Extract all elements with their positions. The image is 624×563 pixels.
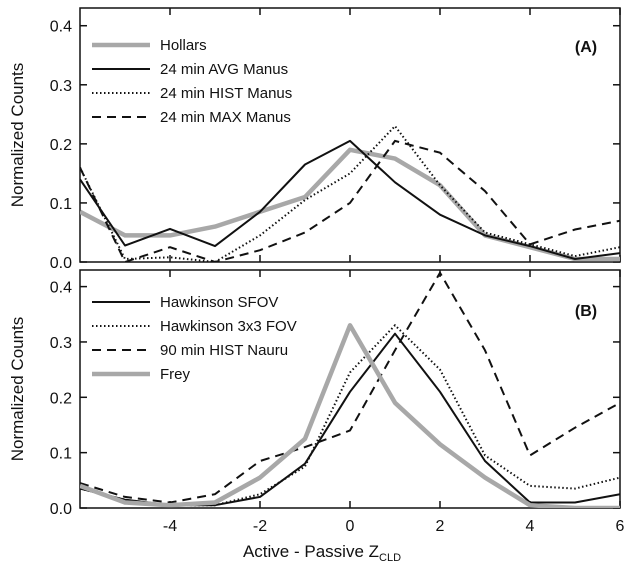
x-axis-label: Active - Passive ZCLD [243, 542, 401, 563]
x-tick-label: 0 [346, 518, 355, 535]
legend-label: Frey [160, 366, 191, 383]
x-tick-label: -2 [253, 518, 267, 535]
series-line-24-min-avg-manus [80, 139, 620, 260]
x-tick-label: 6 [616, 518, 624, 535]
legend-label: 90 min HIST Nauru [160, 342, 288, 359]
y-tick-label: 0.2 [50, 137, 72, 154]
panel-label: (A) [575, 39, 597, 56]
y-axis-label: Normalized Counts [8, 317, 27, 462]
y-tick-label: 0.4 [50, 19, 72, 36]
y-tick-label: 0.1 [50, 196, 72, 213]
panel-b: 0.0 0.1 0.2 0.3 0.4 -4 -2 0 2 4 6 Normalized Counts… [8, 269, 624, 535]
y-tick-label: 0.1 [50, 446, 72, 463]
x-tick-label: 4 [526, 518, 535, 535]
legend-label: Hollars [160, 37, 207, 54]
series-line-frey [80, 323, 620, 508]
y-tick-label: 0.0 [50, 255, 72, 272]
x-axis-label-main: Active - Passive Z [243, 542, 379, 561]
series-line-hollars [80, 147, 620, 262]
series-line-hawkinson-sfov [80, 332, 620, 507]
legend-label: 24 min AVG Manus [160, 61, 288, 78]
y-tick-label: 0.0 [50, 501, 72, 518]
y-tick-label: 0.2 [50, 390, 72, 407]
panel-label: (B) [575, 303, 597, 320]
legend: Hawkinson SFOV Hawkinson 3x3 FOV 90 min HI… [92, 294, 297, 383]
x-axis-label-subscript: CLD [379, 552, 401, 563]
legend-label: Hawkinson 3x3 FOV [160, 318, 297, 335]
y-tick-label: 0.3 [50, 78, 72, 95]
series-line-90-min-hist-nauru [80, 270, 620, 504]
panel-a: 0.0 0.1 0.2 0.3 0.4 Normalized Counts Hollars 2… [8, 7, 621, 272]
series-line-hawkinson-3x3-fov [80, 323, 620, 507]
series-line-24-min-hist-manus [80, 124, 620, 262]
legend-label: 24 min HIST Manus [160, 85, 292, 102]
x-tick-label: -4 [163, 518, 177, 535]
series-line-24-min-max-manus [80, 139, 620, 262]
x-tick-label: 2 [436, 518, 445, 535]
y-axis-label: Normalized Counts [8, 63, 27, 208]
legend-label: Hawkinson SFOV [160, 294, 278, 311]
y-tick-label: 0.4 [50, 280, 72, 297]
y-tick-label: 0.3 [50, 335, 72, 352]
legend-label: 24 min MAX Manus [160, 109, 291, 126]
legend: Hollars 24 min AVG Manus 24 min HIST Manus… [92, 37, 292, 126]
